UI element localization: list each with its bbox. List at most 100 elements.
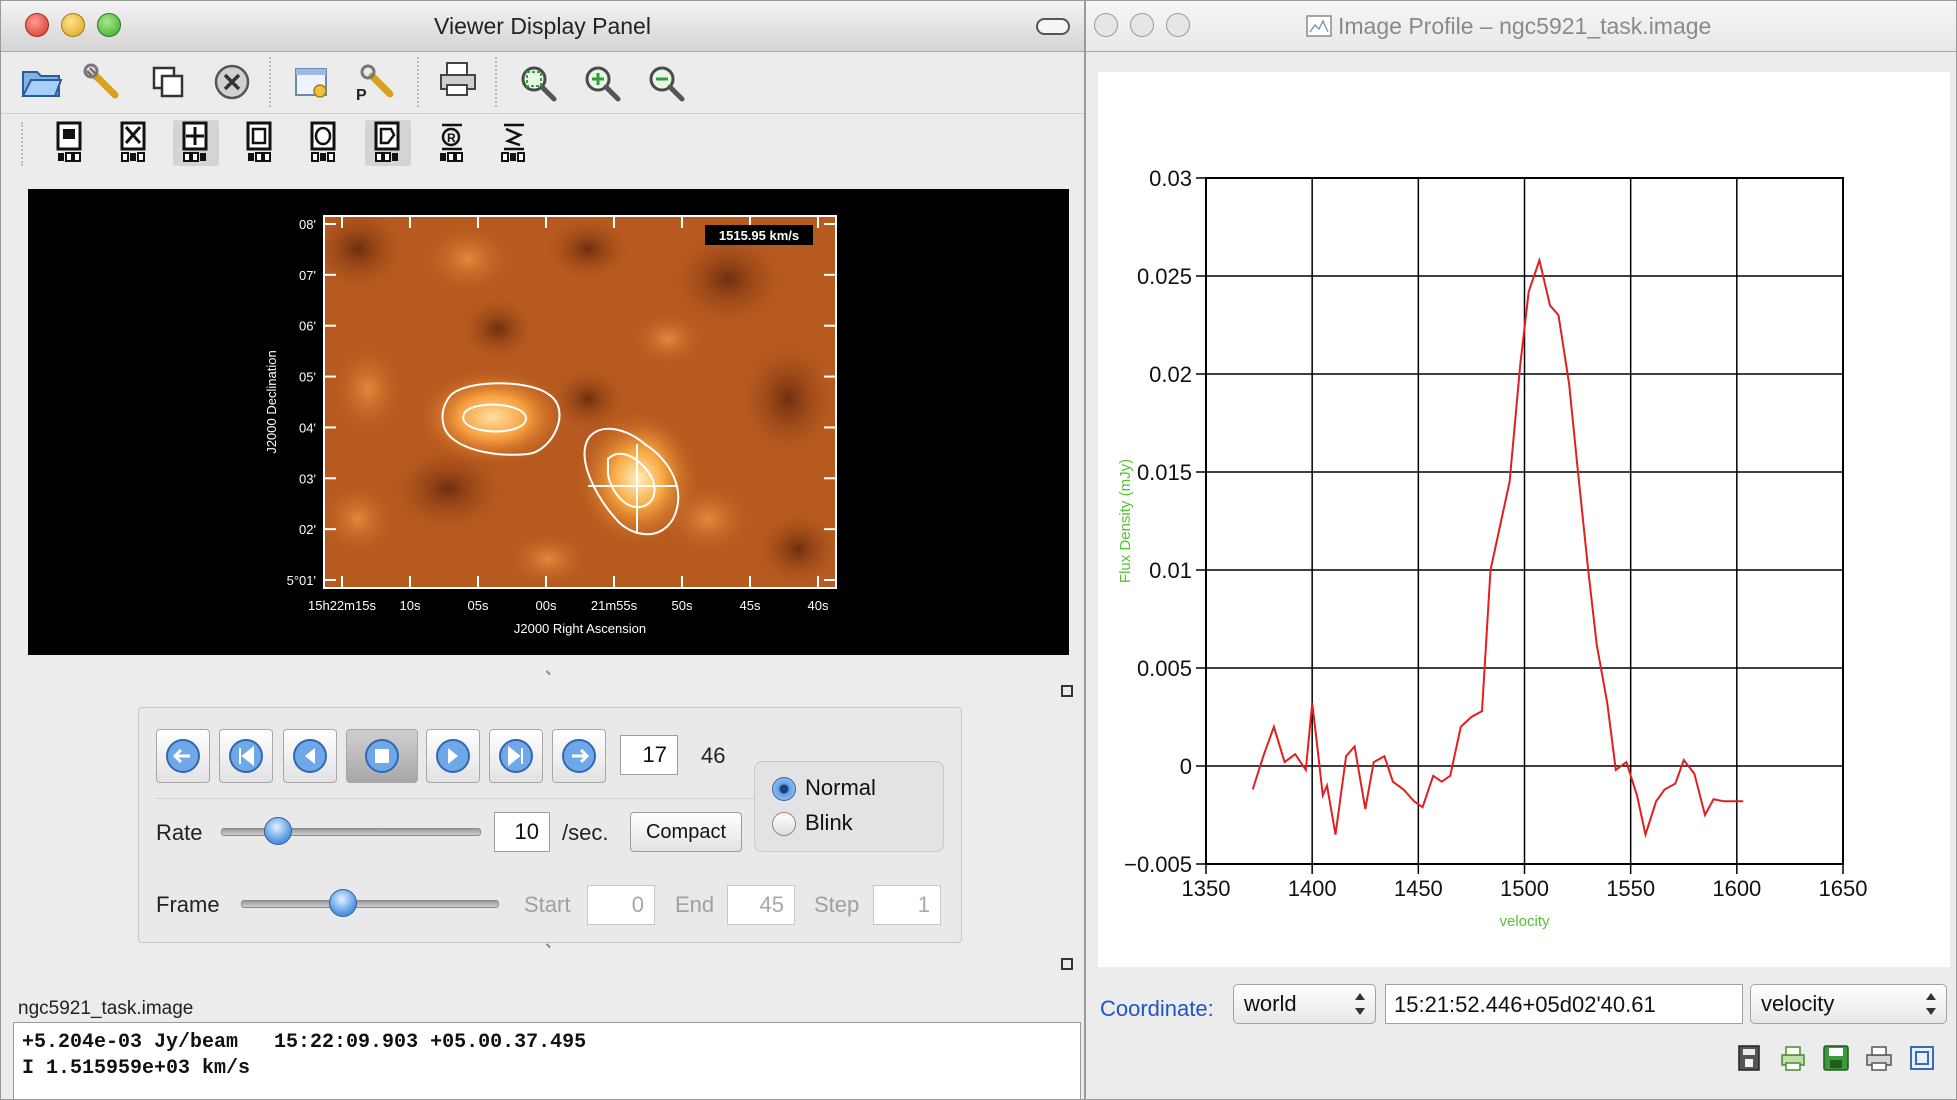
step-field[interactable]: 1: [873, 885, 941, 925]
rectangle-region-icon[interactable]: [237, 120, 283, 166]
print-icon[interactable]: [435, 57, 481, 103]
viewer-titlebar[interactable]: Viewer Display Panel: [1, 1, 1084, 52]
zoom-fit-icon[interactable]: [515, 61, 561, 107]
profile-series-line: [1251, 256, 1744, 839]
print-preview-icon[interactable]: [1775, 1040, 1811, 1076]
normal-mode-label: Normal: [805, 775, 876, 800]
end-field[interactable]: 45: [727, 885, 795, 925]
last-frame-button[interactable]: [489, 729, 543, 783]
image-ylabel: J2000 Declination: [264, 350, 279, 453]
viewer-main-toolbar: P: [1, 53, 1084, 111]
zoom-out-icon[interactable]: [643, 61, 689, 107]
coordinate-label: Coordinate:: [1100, 996, 1214, 1021]
coordinate-system-select[interactable]: world: [1233, 984, 1376, 1024]
toolbar-toggle-button[interactable]: [1036, 18, 1070, 35]
wrench-icon[interactable]: [79, 59, 125, 105]
y-tick-label: 0.025: [1137, 264, 1192, 289]
y-tick-label: 0.02: [1149, 362, 1192, 387]
dock-restore-icon-lower[interactable]: [1061, 958, 1073, 970]
save-icon[interactable]: [1818, 1040, 1854, 1076]
zoom-tool-icon[interactable]: [47, 120, 93, 166]
forward-to-end-button[interactable]: [552, 729, 606, 783]
play-forward-button[interactable]: [426, 729, 480, 783]
splitter-handle-lower[interactable]: [542, 943, 551, 952]
dock-restore-icon[interactable]: [1061, 685, 1073, 697]
zoom-in-icon[interactable]: [579, 61, 625, 107]
image-ytick-label: 03': [299, 471, 316, 486]
ellipse-region-icon[interactable]: [301, 120, 347, 166]
frame-slider-knob[interactable]: [329, 889, 358, 917]
axis-type-select[interactable]: velocity: [1750, 984, 1947, 1024]
select-arrows-icon: [1355, 993, 1365, 1015]
start-field[interactable]: 0: [587, 885, 655, 925]
coordinate-value-field[interactable]: 15:21:52.446+05d02'40.61: [1385, 984, 1743, 1024]
profile-plot-area[interactable]: −0.005 0 0.005 0.01 0.015 0.02 0.025 0.03 1350 1…: [1098, 72, 1950, 967]
image-xlabel: J2000 Right Ascension: [514, 621, 646, 636]
frame-slider-track[interactable]: [241, 900, 499, 908]
minimize-window-button[interactable]: [61, 13, 85, 37]
rate-slider-track[interactable]: [221, 828, 481, 836]
x-tick-label: 1600: [1712, 876, 1761, 901]
x-tick-label: 1650: [1819, 876, 1868, 901]
stop-button[interactable]: [346, 729, 418, 783]
image-xtick-label: 10s: [400, 598, 421, 613]
image-xtick-label: 15h22m15s: [308, 598, 376, 613]
print-icon[interactable]: [1861, 1040, 1897, 1076]
current-frame-field[interactable]: 17: [620, 735, 678, 775]
x-tick-label: 1400: [1288, 876, 1337, 901]
frame-label: Frame: [156, 892, 220, 917]
y-tick-label: 0.015: [1137, 460, 1192, 485]
splitter-handle[interactable]: [542, 670, 551, 679]
profile-close-button[interactable]: [1094, 13, 1118, 37]
zoom-window-button[interactable]: [97, 13, 121, 37]
restore-icon[interactable]: [1904, 1040, 1940, 1076]
coordinate-system-value: world: [1244, 991, 1297, 1016]
profile-document-icon: [1306, 15, 1332, 37]
panel-settings-icon[interactable]: [289, 59, 335, 105]
rate-field[interactable]: 10: [494, 812, 550, 852]
x-tick-label: 1550: [1606, 876, 1655, 901]
svg-text:R: R: [447, 131, 456, 145]
copy-panel-icon[interactable]: [145, 59, 191, 105]
viewer-mouse-toolbar: R: [1, 113, 1084, 174]
compact-button[interactable]: Compact: [630, 812, 742, 852]
export-icon[interactable]: [1732, 1040, 1768, 1076]
image-ytick-label: 5°01': [287, 573, 316, 588]
polyline-tool-icon[interactable]: [491, 120, 537, 166]
position-tool-icon[interactable]: R: [429, 120, 475, 166]
pan-tool-icon[interactable]: [111, 120, 157, 166]
profile-titlebar[interactable]: Image Profile – ngc5921_task.image: [1086, 1, 1956, 52]
position-tracking-readout: +5.204e-03 Jy/beam 15:22:09.903 +05.00.3…: [13, 1022, 1081, 1099]
close-panel-icon[interactable]: [209, 59, 255, 105]
status-line-1: +5.204e-03 Jy/beam 15:22:09.903 +05.00.3…: [22, 1031, 587, 1054]
play-backward-button[interactable]: [283, 729, 337, 783]
colormap-tool-icon[interactable]: [173, 120, 219, 166]
image-display-canvas[interactable]: 1515.95 km/s 08' 07' 06' 05' 04' 03' 02' 5°01' …: [28, 189, 1069, 655]
image-xtick-label: 00s: [536, 598, 557, 613]
profile-minimize-button[interactable]: [1130, 13, 1154, 37]
axis-type-value: velocity: [1761, 991, 1835, 1016]
polygon-region-icon[interactable]: [365, 120, 411, 166]
stop-icon: [365, 739, 399, 773]
wrench-p-icon[interactable]: P: [353, 59, 399, 105]
blink-mode-label: Blink: [805, 810, 853, 835]
y-tick-label: 0.005: [1137, 656, 1192, 681]
close-window-button[interactable]: [25, 13, 49, 37]
open-folder-icon[interactable]: [19, 59, 65, 105]
x-tick-label: 1450: [1394, 876, 1443, 901]
image-ytick-label: 06': [299, 319, 316, 334]
viewer-display-panel-window: Viewer Display Panel P: [0, 0, 1085, 1100]
rate-slider-knob[interactable]: [263, 817, 292, 845]
normal-mode-radio[interactable]: [772, 777, 796, 801]
status-line-2: I 1.515959e+03 km/s: [22, 1057, 251, 1080]
forward-icon: [562, 739, 596, 773]
y-tick-label: −0.005: [1124, 852, 1192, 877]
blink-mode-radio[interactable]: [772, 812, 796, 836]
play-backward-icon: [293, 739, 327, 773]
play-forward-icon: [436, 739, 470, 773]
rate-label: Rate: [156, 820, 203, 845]
profile-zoom-button[interactable]: [1166, 13, 1190, 37]
image-ytick-label: 02': [299, 522, 316, 537]
rewind-to-start-button[interactable]: [156, 729, 210, 783]
first-frame-button[interactable]: [219, 729, 273, 783]
